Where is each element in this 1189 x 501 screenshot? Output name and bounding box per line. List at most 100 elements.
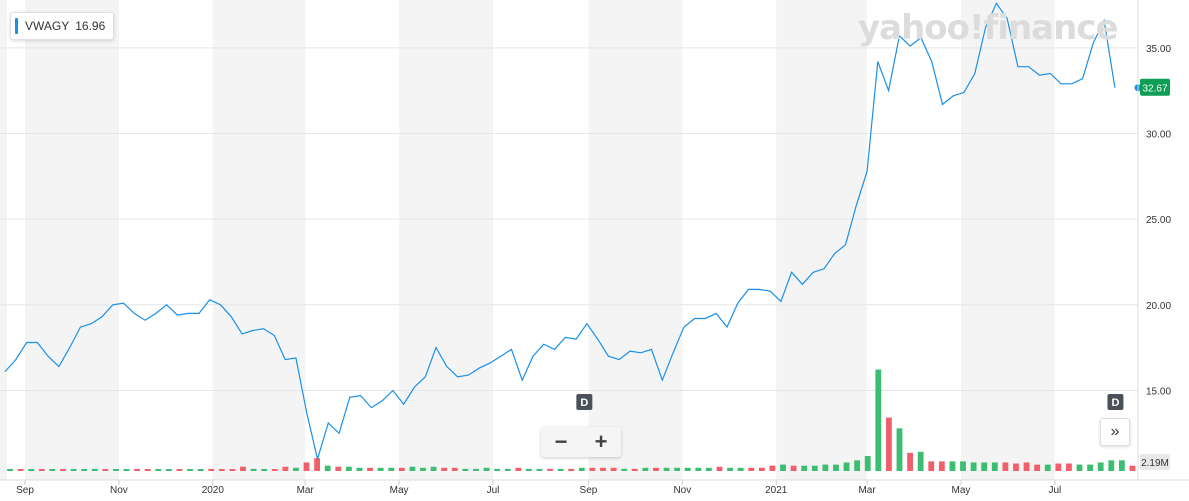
volume-bar <box>367 467 373 471</box>
volume-bar <box>229 469 236 471</box>
volume-bar <box>568 468 575 471</box>
volume-bar <box>949 461 956 471</box>
volume-bar <box>536 468 543 471</box>
y-tick-label: 20.00 <box>1146 301 1171 312</box>
volume-bar <box>1002 462 1009 471</box>
volume-bar <box>388 467 395 471</box>
volume-bar <box>28 469 35 471</box>
volume-bar <box>398 467 405 471</box>
dividend-marker <box>1107 394 1124 410</box>
month-band <box>25 0 119 480</box>
volume-bar <box>695 467 702 471</box>
y-tick-label: 30.00 <box>1146 129 1171 140</box>
volume-bar <box>748 467 755 471</box>
volume-bar <box>49 469 56 471</box>
volume-bar <box>727 467 733 471</box>
volume-bar <box>578 467 585 471</box>
volume-bar <box>303 462 310 471</box>
zoom-out-button[interactable]: − <box>554 429 568 454</box>
zoom-in-button[interactable]: + <box>594 429 608 454</box>
volume-bar <box>81 469 88 471</box>
volume-bar <box>494 468 501 471</box>
volume-bar <box>938 461 945 471</box>
volume-bar <box>780 464 786 471</box>
volume-bar <box>525 468 532 471</box>
month-bands <box>0 0 1055 480</box>
yahoo-finance-logo: yahoo!finance <box>858 8 1119 48</box>
x-tick-label: May <box>390 485 409 496</box>
volume-bar <box>240 466 246 471</box>
volume-bar <box>271 469 278 471</box>
volume-bar <box>155 469 162 471</box>
volume-bar <box>218 469 225 471</box>
volume-bar <box>843 462 850 471</box>
dividend-marker-label: D <box>1111 397 1119 409</box>
volume-bar <box>1065 463 1072 471</box>
legend[interactable]: VWAGY 16.96 <box>10 12 115 40</box>
volume-bar <box>737 467 744 471</box>
scroll-forward-button[interactable]: » <box>1100 418 1130 446</box>
volume-bar <box>345 466 352 471</box>
volume-bar <box>1076 464 1083 471</box>
volume-bar <box>907 452 913 471</box>
volume-bar <box>610 467 617 471</box>
volume-bar <box>663 467 670 471</box>
volume-bar <box>113 469 119 471</box>
volume-bar <box>885 417 892 471</box>
dividend-marker <box>576 394 593 410</box>
volume-bar <box>261 469 268 471</box>
volume-bar <box>208 468 215 471</box>
volume-bar <box>547 468 553 471</box>
month-band <box>212 0 306 480</box>
x-tick-label: Jul <box>1048 485 1061 496</box>
volume-bar <box>769 465 776 471</box>
price-tag: 32.67 <box>1142 84 1167 95</box>
volume-bar <box>790 465 797 471</box>
volume-bar <box>38 469 45 471</box>
month-band <box>588 0 683 480</box>
volume-bar <box>1097 462 1104 471</box>
price-line <box>4 2 1116 462</box>
y-tick-label: 25.00 <box>1146 215 1171 226</box>
volume-bar <box>1055 463 1062 471</box>
x-tick-label: Nov <box>673 485 691 496</box>
volume-tag-bg <box>1140 454 1170 470</box>
volume-bars <box>7 369 1136 471</box>
volume-bar <box>642 467 649 471</box>
volume-bar <box>409 466 416 471</box>
volume-bar <box>377 467 384 471</box>
volume-bar <box>621 468 628 471</box>
volume-bar <box>928 461 935 471</box>
legend-symbol: VWAGY <box>25 19 70 33</box>
volume-bar <box>854 460 861 471</box>
volume-bar <box>144 469 151 471</box>
x-tick-label: Nov <box>110 485 128 496</box>
volume-tag: 2.19M <box>1141 458 1169 469</box>
volume-bar <box>716 466 723 471</box>
x-tick-label: Sep <box>580 485 598 496</box>
volume-bar <box>70 469 77 471</box>
x-tick-label: May <box>952 485 971 496</box>
volume-bar <box>515 467 522 471</box>
volume-bar <box>420 467 426 471</box>
volume-bar <box>981 462 988 471</box>
month-band <box>960 0 1055 480</box>
x-tick-label: 2021 <box>765 485 788 496</box>
volume-bar <box>7 469 13 471</box>
zoom-controls: − + <box>541 427 621 457</box>
y-axis: 15.00 20.00 25.00 30.00 35.00 <box>0 0 1189 481</box>
volume-bar <box>102 469 109 471</box>
volume-bar <box>134 469 141 471</box>
x-tick-label: Sep <box>16 485 34 496</box>
volume-bar <box>684 467 691 471</box>
volume-bar <box>165 469 172 471</box>
volume-bar <box>430 466 437 471</box>
month-band <box>399 0 493 480</box>
volume-bar <box>451 467 458 471</box>
volume-bar <box>600 467 606 471</box>
volume-bar <box>1108 460 1115 471</box>
volume-bar <box>991 462 998 471</box>
month-band <box>776 0 868 480</box>
